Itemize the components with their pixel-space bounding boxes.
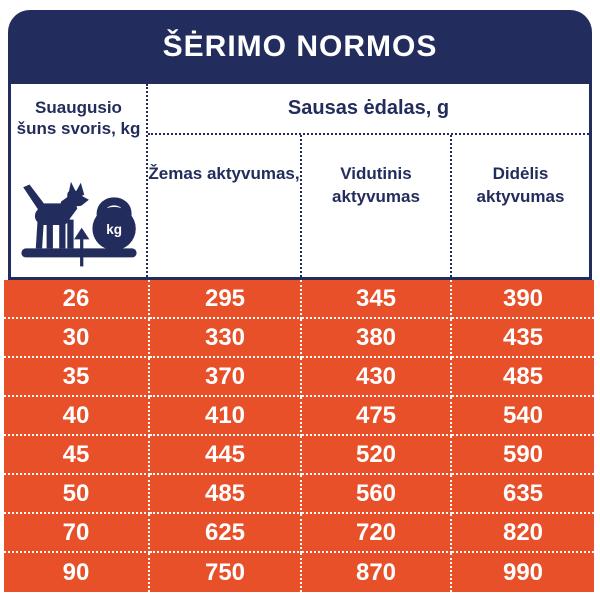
portion-cell: 430 (302, 358, 452, 397)
portion-cell: 990 (502, 558, 544, 586)
portion-cell: 435 (452, 319, 594, 358)
table-body: 26 295 345 390 30 330 380 435 35 370 430 485 40 410 47… (4, 280, 594, 592)
portion-cell: 380 (302, 319, 452, 358)
portion-cell: 870 (302, 553, 452, 592)
weight-cell: 26 (4, 280, 150, 319)
portion-cell: 635 (452, 475, 594, 514)
portion-cell: 520 (302, 436, 452, 475)
portion-cell: 410 (150, 397, 302, 436)
activity-header-high: Didėlis aktyvumas (450, 135, 589, 277)
weight-cell: 45 (4, 436, 150, 475)
weight-header-label: Suaugusio šuns svoris, kg (16, 98, 141, 139)
portion-cell: 625 (150, 514, 302, 553)
portion-cell: 720 (302, 514, 452, 553)
activity-header-medium: Vidutinis aktyvumas (300, 135, 450, 277)
portion-cell: 560 (302, 475, 452, 514)
portion-cell: 330 (150, 319, 302, 358)
page-title: ŠĖRIMO NORMOS (162, 30, 438, 63)
activity-header-low-label: Žemas aktyvumas, (148, 164, 300, 183)
weight-cell: 70 (4, 514, 150, 553)
portion-cell: 295 (150, 280, 302, 319)
portion-cell: 485 (452, 358, 594, 397)
dry-food-column-group: Sausas ėdalas, g Žemas aktyvumas, Viduti… (148, 84, 589, 277)
weight-cell: 50 (4, 475, 150, 514)
portion-cell: 370 (150, 358, 302, 397)
dog-weighing-icon: kg (16, 181, 142, 274)
weight-cell: 40 (4, 397, 150, 436)
table-header: Suaugusio šuns svoris, kg (8, 84, 592, 280)
portion-cell: 485 (150, 475, 302, 514)
portion-cell: 345 (302, 280, 452, 319)
title-band: ŠĖRIMO NORMOS (8, 10, 592, 84)
activity-header-row: Žemas aktyvumas, Vidutinis aktyvumas Did… (148, 135, 589, 277)
portion-cell: 820 (452, 514, 594, 553)
weight-cell: 90 (4, 553, 150, 592)
activity-header-high-label: Didėlis aktyvumas (476, 164, 565, 206)
portion-cell: 590 (452, 436, 594, 475)
portion-cell: 475 (302, 397, 452, 436)
dry-food-group-header: Sausas ėdalas, g (148, 84, 589, 135)
activity-header-medium-label: Vidutinis aktyvumas (332, 164, 420, 206)
kettlebell-kg-label: kg (106, 222, 122, 237)
dog-and-kettlebell-icon: kg (20, 181, 137, 267)
portion-cell: 540 (452, 397, 594, 436)
activity-header-low: Žemas aktyvumas, (148, 135, 300, 277)
weight-cell: 30 (4, 319, 150, 358)
portion-cell: 445 (150, 436, 302, 475)
weight-cell: 35 (4, 358, 150, 397)
portion-cell: 390 (452, 280, 594, 319)
portion-cell: 750 (150, 553, 302, 592)
weight-column-header: Suaugusio šuns svoris, kg (11, 84, 148, 277)
